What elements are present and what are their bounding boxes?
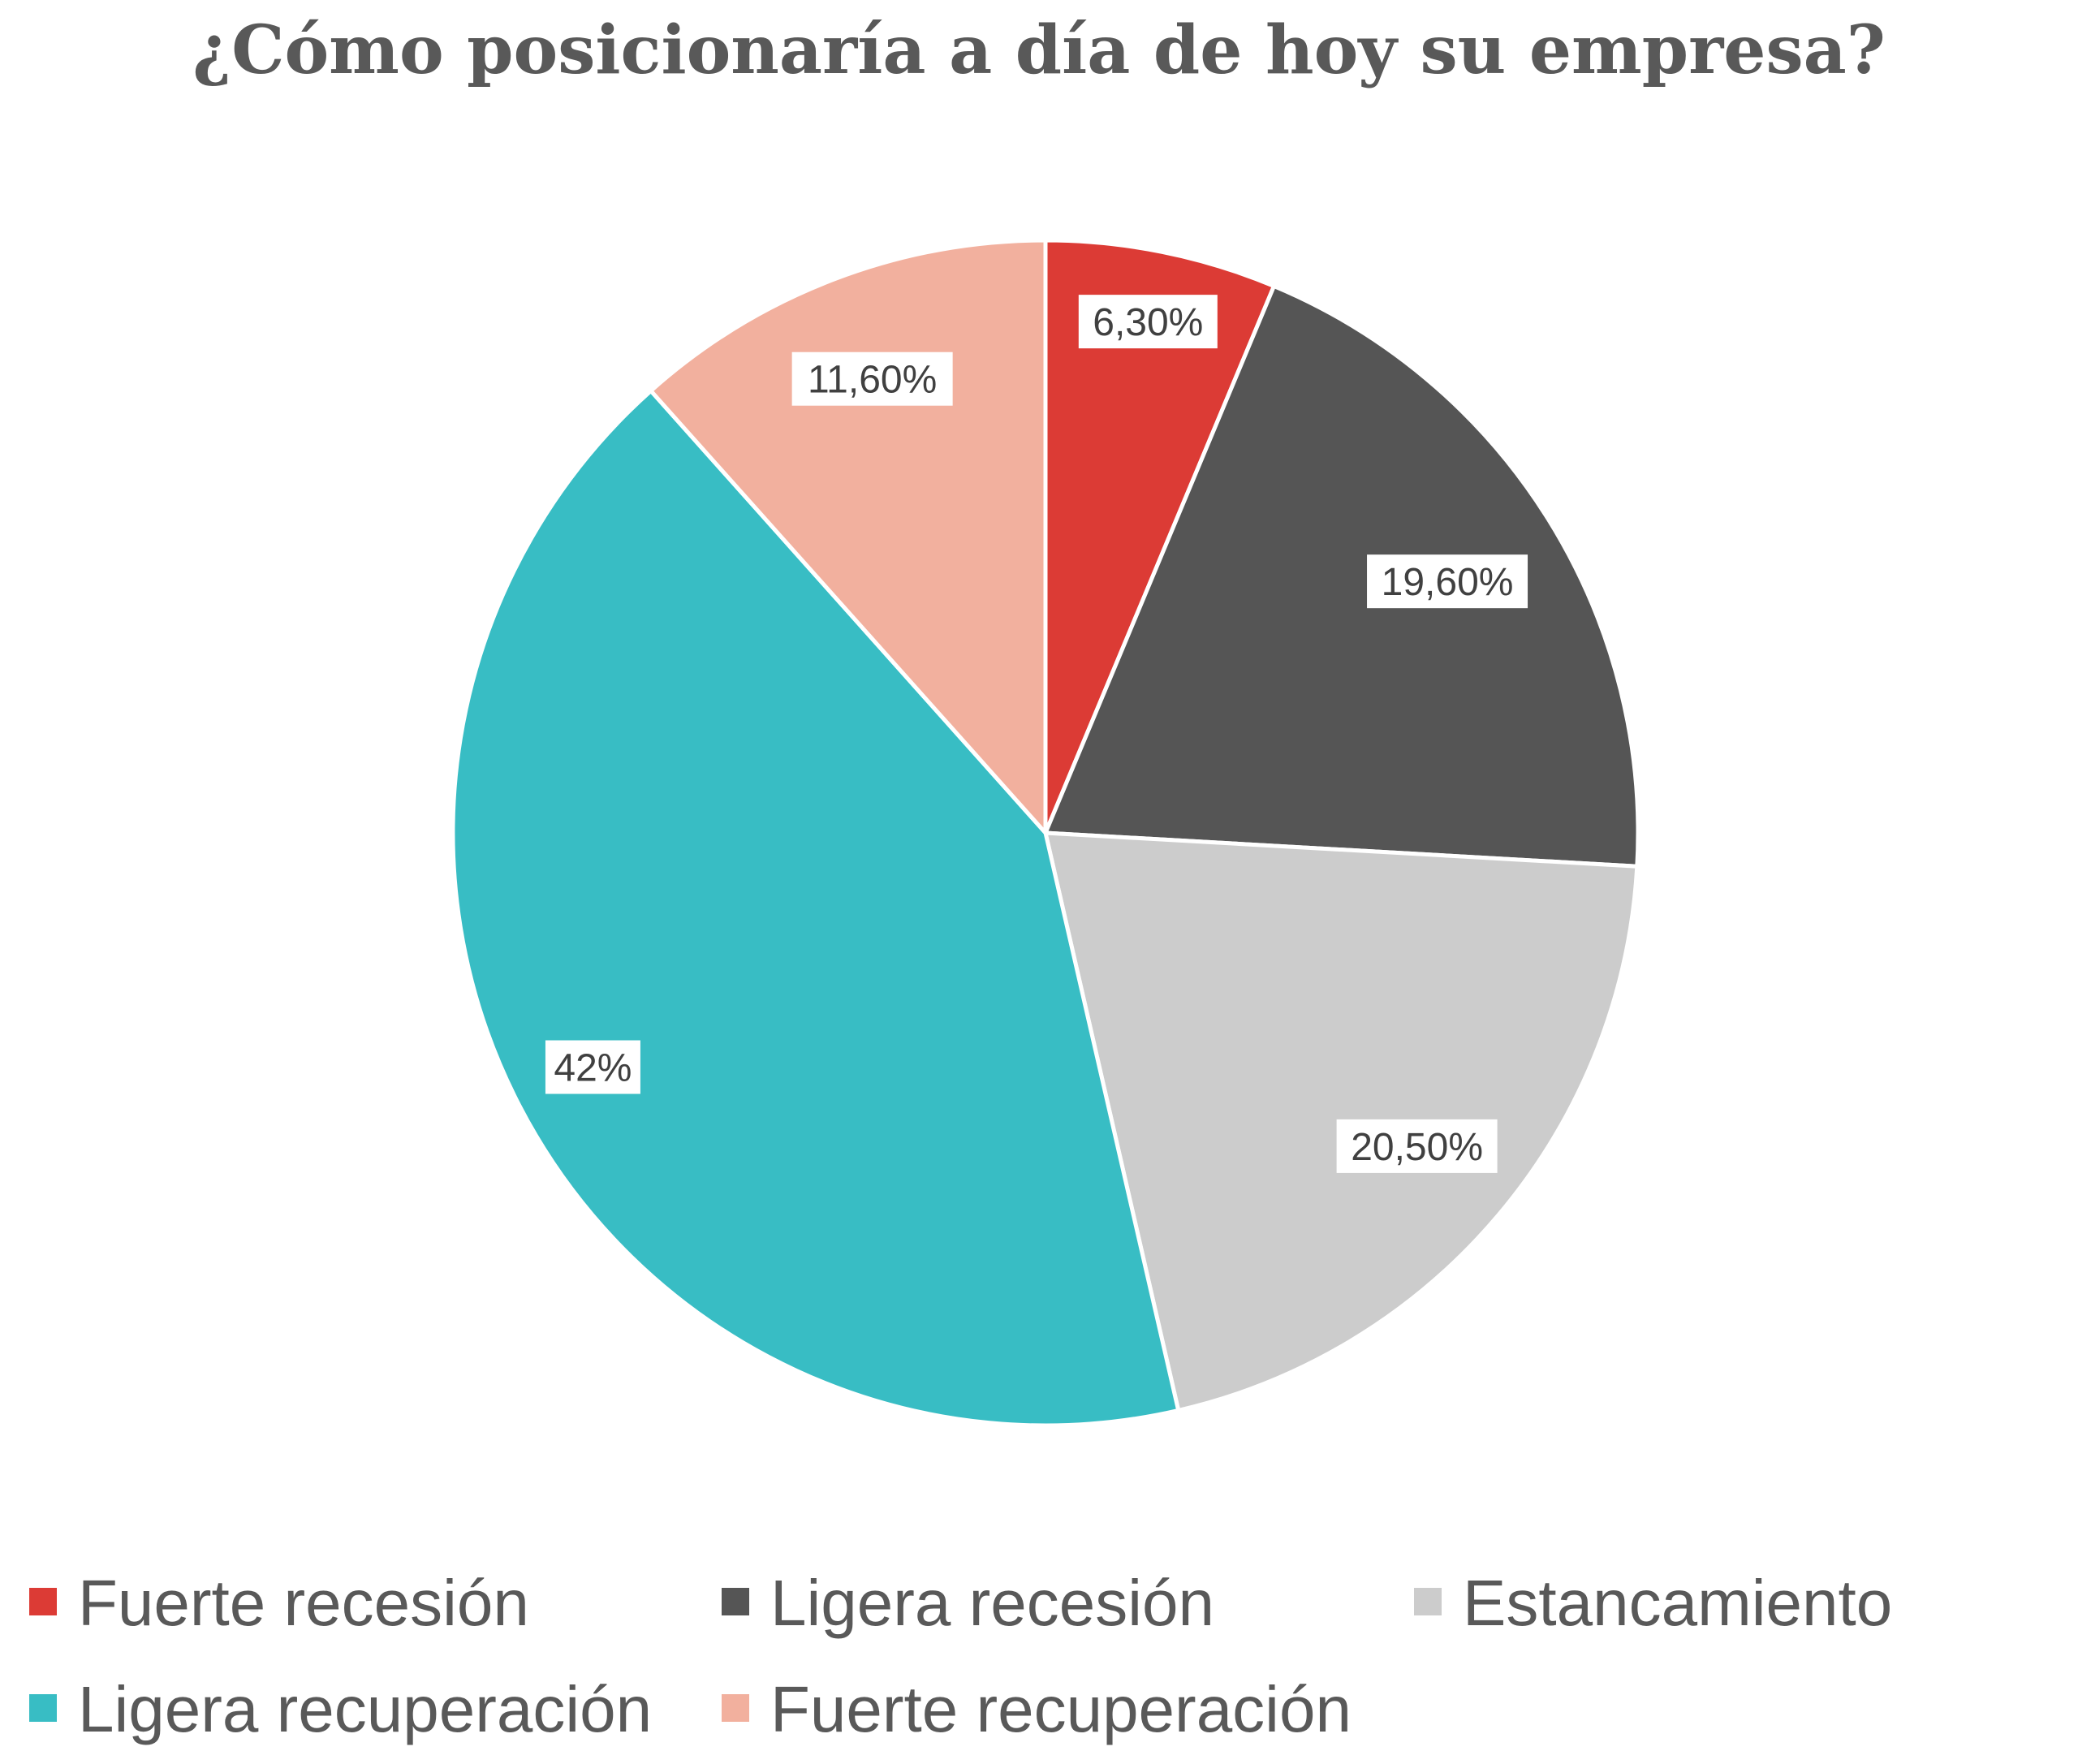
legend-label-estancamiento: Estancamiento [1463,1567,1892,1639]
legend-label-fuerte-recuperacion: Fuerte recuperación [770,1673,1352,1745]
legend-label-ligera-recuperacion: Ligera recuperación [78,1673,652,1745]
data-label-box [1367,554,1528,609]
legend-label-ligera-recesion: Ligera recesión [770,1567,1214,1639]
slice-fuerte-recesion [1043,238,1277,834]
legend-label-fuerte-recesion: Fuerte recesión [78,1567,529,1639]
data-labels: 6,30% 19,60% 20,50% 42% 11,60% [545,295,1528,1173]
data-label-box [545,1040,640,1094]
legend: Fuerte recesión Ligera recesión Estancamie… [29,1567,1892,1745]
data-label-ligera-recesion: 19,60% [1382,561,1514,604]
legend-swatch-ligera-recesion [722,1588,749,1615]
data-label-box [1078,295,1218,349]
slice-ligera-recesion [1042,283,1640,869]
legend-swatch-fuerte-recesion [29,1588,57,1615]
data-label-fuerte-recesion: 6,30% [1093,301,1203,344]
data-label-box [791,352,953,406]
pie-slices [451,238,1640,1428]
data-label-estancamiento: 20,50% [1351,1126,1483,1169]
data-label-fuerte-recuperacion: 11,60% [808,359,937,402]
data-label-ligera-recuperacion: 42% [554,1047,632,1090]
chart-title: ¿Cómo posicionaría a día de hoy su empre… [192,11,1886,89]
legend-swatch-estancamiento [1414,1588,1442,1615]
legend-swatch-ligera-recuperacion [29,1694,57,1722]
data-label-box [1336,1119,1498,1173]
slice-ligera-recuperacion [451,387,1181,1428]
legend-swatch-fuerte-recuperacion [722,1694,749,1722]
